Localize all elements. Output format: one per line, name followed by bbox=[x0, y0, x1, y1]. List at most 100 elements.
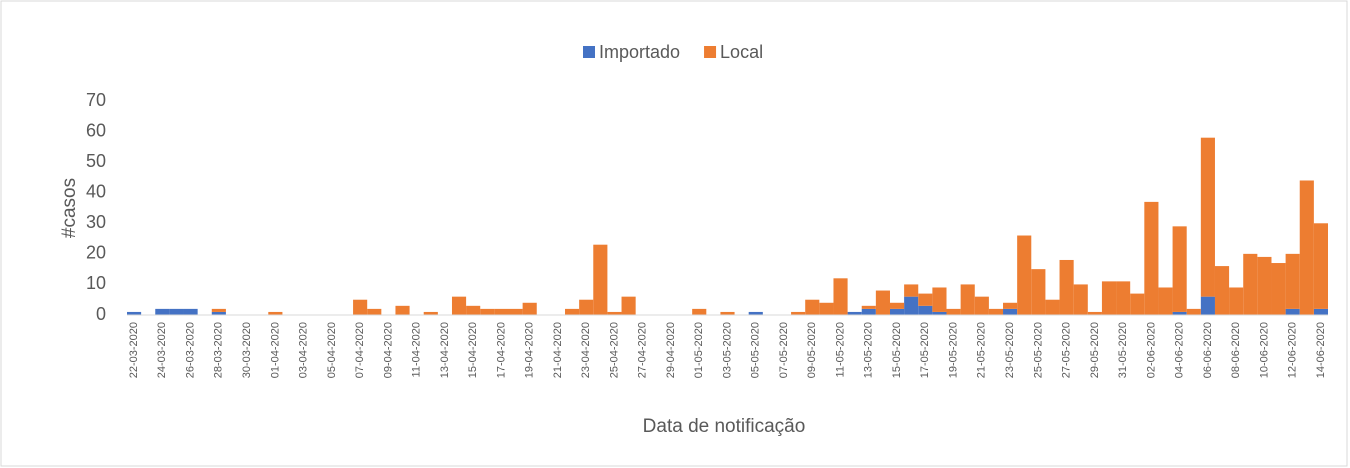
y-tick-label: 30 bbox=[86, 212, 106, 232]
bar bbox=[1059, 259, 1074, 315]
bar bbox=[1285, 253, 1300, 309]
x-tick-label: 05-04-2020 bbox=[326, 322, 338, 378]
x-tick-label: 26-03-2020 bbox=[184, 322, 196, 378]
bar bbox=[904, 284, 919, 297]
bar bbox=[833, 278, 848, 315]
x-tick-label: 02-06-2020 bbox=[1145, 322, 1157, 378]
legend-label: Local bbox=[720, 42, 763, 62]
y-tick-label: 40 bbox=[86, 181, 106, 201]
x-tick-label: 12-06-2020 bbox=[1287, 322, 1299, 378]
x-tick-label: 24-03-2020 bbox=[156, 322, 168, 378]
bar bbox=[932, 287, 947, 312]
x-tick-label: 17-04-2020 bbox=[495, 322, 507, 378]
bar bbox=[1130, 293, 1145, 315]
x-tick-label: 29-04-2020 bbox=[665, 322, 677, 378]
x-tick-label: 13-04-2020 bbox=[439, 322, 451, 378]
x-tick-label: 13-05-2020 bbox=[863, 322, 875, 378]
bar bbox=[1116, 281, 1131, 315]
x-tick-label: 06-06-2020 bbox=[1202, 322, 1214, 378]
bar bbox=[508, 308, 523, 315]
bar bbox=[889, 308, 905, 315]
bar bbox=[946, 308, 961, 315]
bar bbox=[451, 296, 467, 315]
bar bbox=[720, 311, 735, 315]
x-tick-label: 28-03-2020 bbox=[213, 322, 225, 378]
bar bbox=[791, 311, 806, 315]
bar bbox=[932, 311, 947, 315]
x-tick-label: 01-04-2020 bbox=[269, 322, 281, 378]
bar bbox=[974, 296, 989, 315]
bar bbox=[155, 308, 170, 315]
bar bbox=[1186, 308, 1201, 315]
bar bbox=[579, 299, 594, 315]
bar bbox=[1003, 308, 1018, 315]
bar bbox=[1257, 256, 1272, 315]
bar bbox=[127, 311, 142, 315]
bar bbox=[1003, 302, 1018, 309]
bar bbox=[1017, 235, 1032, 315]
bar bbox=[621, 296, 636, 315]
legend-swatch bbox=[583, 46, 595, 58]
bar bbox=[1243, 253, 1258, 315]
bar bbox=[1313, 308, 1328, 315]
x-tick-label: 15-05-2020 bbox=[891, 322, 903, 378]
bar bbox=[988, 308, 1004, 315]
bar bbox=[169, 308, 184, 315]
bar bbox=[480, 308, 495, 315]
x-tick-label: 09-04-2020 bbox=[382, 322, 394, 378]
bar bbox=[904, 296, 919, 315]
bar bbox=[395, 305, 410, 315]
x-tick-label: 19-04-2020 bbox=[524, 322, 536, 378]
bar bbox=[1313, 223, 1328, 309]
bar bbox=[918, 305, 933, 315]
y-tick-label: 70 bbox=[86, 90, 106, 110]
x-tick-label: 10-06-2020 bbox=[1258, 322, 1270, 378]
legend-swatch bbox=[704, 46, 717, 58]
bar bbox=[1101, 281, 1117, 315]
bar bbox=[1172, 311, 1187, 315]
x-tick-label: 15-04-2020 bbox=[467, 322, 479, 378]
x-tick-label: 03-05-2020 bbox=[721, 322, 733, 378]
bar bbox=[211, 308, 226, 312]
bar bbox=[423, 311, 438, 315]
bar bbox=[353, 299, 368, 315]
x-tick-label: 31-05-2020 bbox=[1117, 322, 1129, 378]
x-tick-label: 11-04-2020 bbox=[411, 322, 423, 377]
bar bbox=[1214, 266, 1230, 315]
x-tick-label: 30-03-2020 bbox=[241, 322, 253, 378]
bar bbox=[861, 305, 876, 309]
bar bbox=[183, 308, 198, 315]
bar bbox=[268, 311, 283, 315]
bar bbox=[1087, 311, 1102, 315]
bar bbox=[1172, 226, 1187, 312]
x-tick-label: 11-05-2020 bbox=[834, 322, 846, 377]
bar bbox=[593, 244, 608, 315]
x-tick-label: 23-05-2020 bbox=[1004, 322, 1016, 378]
x-tick-label: 03-04-2020 bbox=[298, 322, 310, 378]
x-tick-label: 17-05-2020 bbox=[919, 322, 931, 378]
bar bbox=[1299, 180, 1314, 315]
y-tick-label: 50 bbox=[86, 151, 106, 171]
bar bbox=[1158, 287, 1173, 315]
bar bbox=[1285, 308, 1300, 315]
bar bbox=[861, 308, 876, 315]
bar bbox=[1271, 263, 1286, 315]
y-tick-label: 10 bbox=[86, 273, 106, 293]
bar bbox=[607, 311, 622, 315]
bar bbox=[918, 293, 933, 306]
x-tick-label: 09-05-2020 bbox=[806, 322, 818, 378]
bar bbox=[1200, 296, 1215, 315]
bar bbox=[522, 302, 537, 315]
x-tick-label: 04-06-2020 bbox=[1174, 322, 1186, 378]
bar bbox=[211, 311, 226, 315]
bar bbox=[805, 299, 820, 315]
bar bbox=[748, 311, 763, 315]
x-axis-label: Data de notificação bbox=[643, 416, 806, 437]
legend-label: Importado bbox=[599, 42, 680, 62]
bar bbox=[875, 290, 890, 315]
x-tick-label: 01-05-2020 bbox=[693, 322, 705, 378]
x-tick-label: 05-05-2020 bbox=[750, 322, 762, 378]
bar bbox=[466, 305, 481, 315]
